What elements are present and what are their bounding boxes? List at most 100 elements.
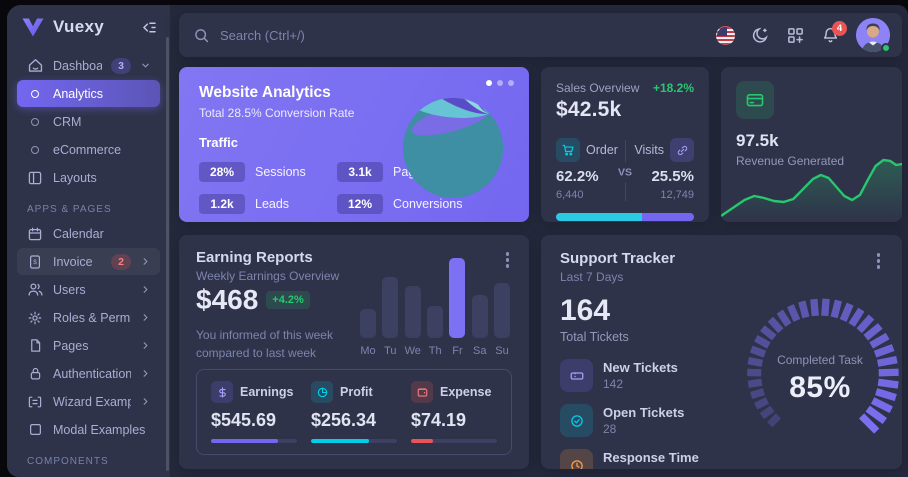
us-flag-icon (716, 25, 735, 45)
stat-amount: $545.69 (211, 410, 277, 430)
list-item-label: New Tickets (603, 360, 678, 375)
earnings-progress (211, 439, 279, 443)
chevron-right-icon (140, 396, 151, 407)
card-subtitle: Weekly Earnings Overview (196, 269, 340, 283)
sidebar-item-roles-permissions[interactable]: Roles & Permissions (17, 304, 160, 331)
stat-value-badge: 1.2k (199, 194, 245, 214)
list-item-label: Open Tickets (603, 405, 685, 420)
dashboard-row-2: Earning Reports Weekly Earnings Overview… (179, 235, 902, 469)
stat-amount: $256.34 (311, 410, 377, 430)
sidebar-item-layouts[interactable]: Layouts (17, 164, 160, 191)
total-tickets-label: Total Tickets (560, 330, 629, 344)
carousel-dot[interactable] (486, 80, 492, 86)
card-subtitle: Total 28.5% Conversion Rate (199, 106, 355, 120)
credit-card-icon (736, 81, 774, 119)
list-item-response-time: Response Time 1 Day (560, 449, 718, 469)
sidebar-item-crm[interactable]: CRM (17, 108, 160, 135)
sidebar-item-ecommerce[interactable]: eCommerce (17, 136, 160, 163)
earnings-change-badge: +4.2% (266, 291, 310, 309)
bar-axis-label: Sa (472, 345, 487, 357)
sidebar-item-analytics[interactable]: Analytics (17, 80, 160, 107)
language-flag-button[interactable] (716, 25, 735, 45)
sidebar-item-authentications[interactable]: Authentications (17, 360, 160, 387)
revenue-label: Revenue Generated (736, 154, 845, 168)
stat-value-badge: 3.1k (337, 162, 383, 182)
sidebar-item-invoice[interactable]: $ Invoice 2 (17, 248, 160, 275)
sidebar-item-wizard-examples[interactable]: Wizard Examples (17, 388, 160, 415)
sidebar-item-label: Calendar (53, 226, 104, 241)
ticket-icon (560, 359, 593, 392)
earning-reports-card: Earning Reports Weekly Earnings Overview… (179, 235, 529, 469)
sidebar-item-users[interactable]: Users (17, 276, 160, 303)
bar-sa[interactable]: Sa (471, 295, 488, 357)
sidebar-item-label: Invoice (53, 254, 93, 269)
vuexy-logo-icon (22, 18, 44, 37)
sidebar-item-card[interactable]: Card 4 (17, 472, 160, 477)
brand[interactable]: Vuexy (7, 5, 170, 47)
bar-su[interactable]: Su (494, 283, 510, 357)
app-window: Vuexy Dashboard 3 (7, 5, 908, 477)
wallet-icon (411, 381, 433, 403)
gear-icon (26, 309, 44, 327)
carousel-dots (486, 80, 514, 86)
svg-text:$: $ (33, 259, 37, 266)
traffic-heading: Traffic (199, 135, 239, 150)
link-icon[interactable] (670, 138, 694, 162)
card-title: Sales Overview (556, 81, 640, 95)
chevron-down-icon (140, 60, 151, 71)
dashboard-row-1: Website Analytics Total 28.5% Conversion… (179, 67, 902, 222)
search-box[interactable] (193, 27, 716, 44)
sidebar-collapse-icon[interactable] (141, 19, 158, 36)
search-input[interactable] (220, 27, 520, 43)
bar-th[interactable]: Th (427, 306, 444, 357)
clock-icon (560, 449, 593, 469)
chevron-right-icon (140, 368, 151, 379)
sidebar-item-modal-examples[interactable]: Modal Examples (17, 416, 160, 443)
stat-earnings: Earnings $545.69 (211, 381, 297, 443)
user-avatar[interactable] (856, 18, 891, 53)
list-item-open-tickets: Open Tickets 28 (560, 404, 718, 437)
support-tracker-menu-button[interactable] (874, 250, 884, 272)
total-tickets-value: 164 (560, 294, 611, 327)
list-item-new-tickets: New Tickets 142 (560, 359, 718, 392)
earnings-stats-box: Earnings $545.69 Profit $256.34 (196, 369, 512, 455)
stat-expense: Expense $74.19 (411, 381, 497, 443)
chevron-right-icon (140, 340, 151, 351)
check-circle-icon (560, 404, 593, 437)
sidebar-item-dashboard[interactable]: Dashboard 3 (17, 52, 160, 79)
nav-section-apps-pages: APPS & PAGES (27, 204, 112, 215)
bar-we[interactable]: We (405, 286, 421, 357)
carousel-dot[interactable] (508, 80, 514, 86)
stat-value-badge: 28% (199, 162, 245, 182)
theme-toggle-button[interactable] (751, 26, 770, 45)
card-title: Website Analytics (199, 84, 331, 101)
bar-fr[interactable]: Fr (449, 258, 466, 357)
bullet-icon (31, 117, 39, 126)
notifications-button[interactable]: 4 (821, 20, 847, 45)
cart-icon (556, 138, 580, 162)
invoice-icon: $ (26, 253, 44, 271)
gauge-value: 85% (789, 370, 851, 404)
expense-progress (411, 439, 434, 443)
card-title: Earning Reports (196, 249, 313, 266)
shortcuts-button[interactable] (786, 26, 805, 45)
sidebar-item-calendar[interactable]: Calendar (17, 220, 160, 247)
sidebar-item-pages[interactable]: Pages (17, 332, 160, 359)
chevron-right-icon (140, 284, 151, 295)
ticket-stats-list: New Tickets 142 Open Tickets (560, 359, 718, 469)
avatar-image (856, 18, 890, 52)
weekly-earnings-chart: Mo Tu We Th Fr Sa Su (348, 258, 512, 357)
gauge-label: Completed Task (777, 352, 863, 367)
order-percent: 62.2% (556, 168, 599, 185)
stat-profit: Profit $256.34 (311, 381, 397, 443)
earning-reports-menu-button[interactable] (503, 249, 513, 271)
order-visits-compare: Order 62.2% 6,440 Visits 25.5% (556, 138, 694, 201)
carousel-dot[interactable] (497, 80, 503, 86)
bar-axis-label: Th (428, 345, 442, 357)
bar-mo[interactable]: Mo (360, 309, 376, 357)
order-count: 6,440 (556, 189, 584, 201)
bar-axis-label: Su (495, 345, 509, 357)
stat-label: Conversions (393, 197, 463, 211)
bar-tu[interactable]: Tu (382, 277, 399, 357)
list-item-value: 142 (603, 377, 624, 391)
